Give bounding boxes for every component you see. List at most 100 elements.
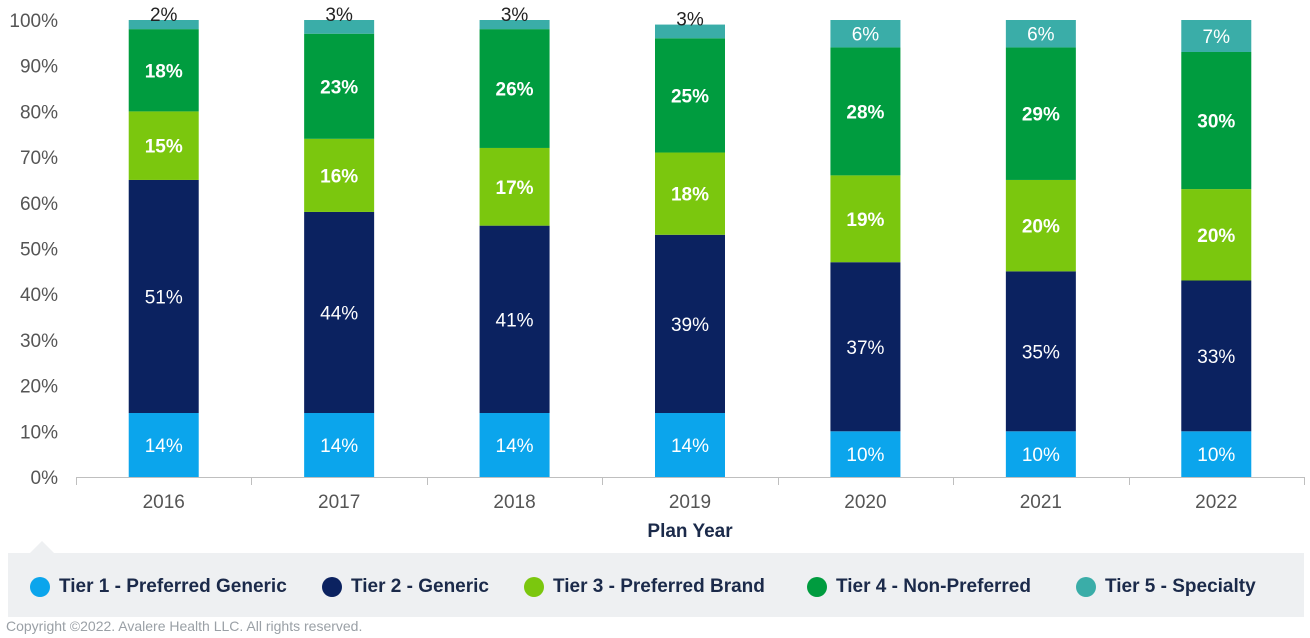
data-label: 6% xyxy=(852,25,880,46)
data-label: 44% xyxy=(320,303,358,324)
legend-item: Tier 1 - Preferred Generic xyxy=(30,575,287,599)
legend-label: Tier 1 - Preferred Generic xyxy=(59,576,287,597)
bar-segment xyxy=(830,47,901,176)
x-axis-title: Plan Year xyxy=(647,521,733,542)
legend-swatch xyxy=(322,577,342,597)
data-label: 10% xyxy=(1022,445,1060,466)
legend-swatch xyxy=(807,577,827,597)
data-label: 30% xyxy=(1197,112,1235,133)
bar-segment xyxy=(128,179,199,414)
bar-segment xyxy=(830,175,901,263)
data-label: 15% xyxy=(145,137,183,158)
bar-segment xyxy=(655,413,725,477)
x-tick-label: 2019 xyxy=(669,492,711,513)
bar-segment xyxy=(479,29,550,148)
bar-segment xyxy=(830,262,901,432)
bar-segment xyxy=(479,147,550,226)
data-label: 6% xyxy=(1027,25,1055,46)
bar-segment xyxy=(1005,271,1076,432)
y-tick-label: 50% xyxy=(20,240,58,261)
bar-segment xyxy=(1005,20,1076,48)
bar-segment xyxy=(128,111,199,180)
data-label: 28% xyxy=(846,102,884,123)
data-label: 23% xyxy=(320,77,358,98)
y-tick-label: 20% xyxy=(20,377,58,398)
data-label: 7% xyxy=(1203,27,1231,48)
bar-segment xyxy=(655,24,725,39)
y-tick-label: 10% xyxy=(20,422,58,443)
data-label: 26% xyxy=(496,80,534,101)
bar-segment xyxy=(479,413,550,477)
bar-segment xyxy=(1181,20,1252,52)
bar-segment xyxy=(1005,179,1076,272)
x-tick-label: 2016 xyxy=(143,492,185,513)
data-label: 10% xyxy=(846,445,884,466)
data-label: 33% xyxy=(1197,347,1235,368)
bar-segment xyxy=(1181,431,1252,477)
x-tick-label: 2022 xyxy=(1195,492,1237,513)
bar-segment xyxy=(479,20,550,30)
y-tick-label: 60% xyxy=(20,194,58,215)
legend-swatch xyxy=(1076,577,1096,597)
bar-segment xyxy=(128,29,199,112)
legend-swatch xyxy=(30,577,50,597)
data-label: 3% xyxy=(501,5,529,26)
data-label: 37% xyxy=(846,338,884,359)
data-label: 41% xyxy=(496,310,534,331)
bar-segment xyxy=(128,413,199,477)
data-label: 19% xyxy=(846,210,884,231)
legend-item: Tier 2 - Generic xyxy=(322,575,489,599)
data-label: 3% xyxy=(325,5,353,26)
x-tick-label: 2020 xyxy=(844,492,886,513)
legend-item: Tier 3 - Preferred Brand xyxy=(524,575,765,599)
y-tick-label: 30% xyxy=(20,331,58,352)
data-label: 18% xyxy=(671,185,709,206)
data-label: 35% xyxy=(1022,342,1060,363)
bar-segment xyxy=(304,33,375,139)
y-tick-label: 100% xyxy=(9,11,58,32)
legend-label: Tier 4 - Non-Preferred xyxy=(836,576,1031,597)
data-label: 51% xyxy=(145,287,183,308)
bar-segment xyxy=(1005,431,1076,477)
legend-pointer xyxy=(30,541,54,553)
bar-segment xyxy=(830,20,901,48)
legend-label: Tier 5 - Specialty xyxy=(1105,576,1256,597)
y-tick-label: 80% xyxy=(20,102,58,123)
data-label: 14% xyxy=(671,436,709,457)
data-label: 20% xyxy=(1197,226,1235,247)
data-label: 14% xyxy=(496,436,534,457)
bar-segment xyxy=(1005,47,1076,180)
x-tick-label: 2017 xyxy=(318,492,360,513)
legend-item: Tier 4 - Non-Preferred xyxy=(807,575,1031,599)
bar-segment xyxy=(655,234,725,414)
y-tick-label: 90% xyxy=(20,57,58,78)
bar-segment xyxy=(304,413,375,477)
data-label: 25% xyxy=(671,86,709,107)
bar-segment xyxy=(1181,51,1252,190)
bar-segment xyxy=(304,20,375,34)
legend-label: Tier 3 - Preferred Brand xyxy=(553,576,765,597)
x-tick-label: 2021 xyxy=(1020,492,1062,513)
bar-segment xyxy=(1181,280,1252,432)
data-label: 39% xyxy=(671,315,709,336)
bar-segment xyxy=(479,225,550,414)
legend-item: Tier 5 - Specialty xyxy=(1076,575,1256,599)
bar-segment xyxy=(304,138,375,212)
legend-swatch xyxy=(524,577,544,597)
data-label: 17% xyxy=(496,178,534,199)
bar-segment xyxy=(1181,189,1252,281)
y-tick-label: 70% xyxy=(20,148,58,169)
data-label: 14% xyxy=(320,436,358,457)
x-tick-label: 2018 xyxy=(493,492,535,513)
copyright-text: Copyright ©2022. Avalere Health LLC. All… xyxy=(6,618,363,634)
data-label: 10% xyxy=(1197,445,1235,466)
data-label: 16% xyxy=(320,166,358,187)
bar-segment xyxy=(304,211,375,414)
data-label: 14% xyxy=(145,436,183,457)
legend-label: Tier 2 - Generic xyxy=(351,576,489,597)
data-label: 2% xyxy=(150,5,178,26)
y-tick-label: 0% xyxy=(31,468,59,489)
data-label: 18% xyxy=(145,61,183,82)
data-label: 3% xyxy=(676,10,704,31)
